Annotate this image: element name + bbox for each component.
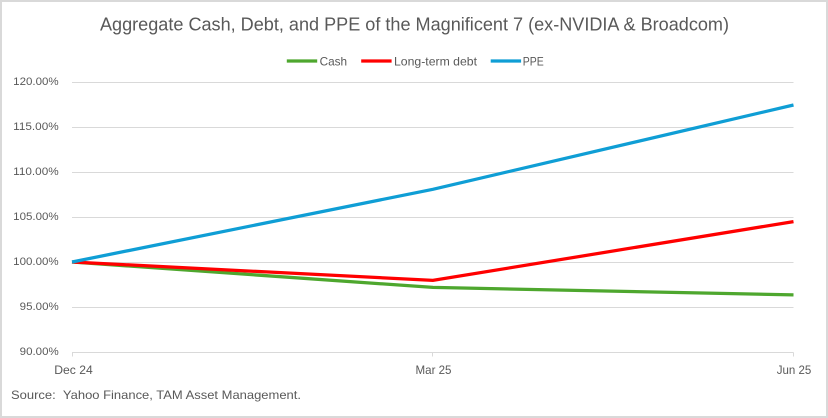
svg-text:110.00%: 110.00% [13,166,59,178]
svg-text:95.00%: 95.00% [20,301,59,313]
svg-text:Aggregate Cash, Debt, and PPE: Aggregate Cash, Debt, and PPE of the Mag… [100,15,729,35]
svg-text:PPE: PPE [523,55,544,69]
svg-text:105.00%: 105.00% [13,211,59,223]
svg-text:Source: Yahoo Finance, TAM As: Source: Yahoo Finance, TAM Asset Managem… [11,388,301,402]
svg-text:Mar 25: Mar 25 [416,363,452,377]
svg-text:120.00%: 120.00% [13,76,59,88]
svg-text:Long-term debt: Long-term debt [394,55,478,69]
svg-text:Dec 24: Dec 24 [54,363,93,377]
svg-text:100.00%: 100.00% [13,256,59,268]
svg-text:115.00%: 115.00% [13,121,59,133]
svg-text:90.00%: 90.00% [20,346,59,358]
svg-text:Jun 25: Jun 25 [777,363,812,377]
svg-text:Cash: Cash [320,55,348,69]
